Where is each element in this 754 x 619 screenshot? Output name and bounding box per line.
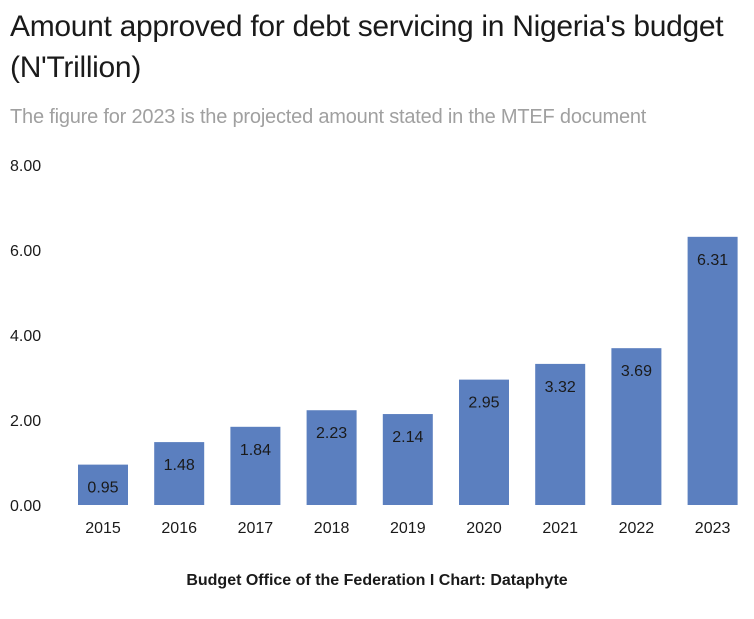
chart-source: Budget Office of the Federation I Chart:…: [186, 572, 568, 589]
x-tick-label: 2023: [695, 520, 731, 537]
x-tick-label: 2015: [85, 520, 121, 537]
x-tick-label: 2021: [542, 520, 578, 537]
x-tick-label: 2019: [390, 520, 426, 537]
bar-value-label: 2.95: [468, 395, 499, 412]
bar: [611, 348, 662, 505]
bar: [154, 442, 205, 505]
bar: [459, 379, 509, 505]
bar: [382, 414, 433, 505]
x-tick-label: 2018: [314, 520, 350, 537]
bar: [306, 410, 357, 505]
bar-value-label: 0.95: [87, 480, 118, 497]
bar-value-label: 1.48: [164, 457, 195, 474]
chart-title: Amount approved for debt servicing in Ni…: [10, 10, 724, 84]
chart-subtitle: The figure for 2023 is the projected amo…: [10, 106, 647, 128]
bar-chart: 0.00 2.00 4.00 6.00 8.00 0.95 1.48 1.84 2.23 2.1…: [10, 158, 738, 537]
bar: [535, 363, 586, 505]
x-axis: 2015 2016 2017 2018 2019 2020 2021 2022 2023: [85, 520, 730, 537]
y-axis: 0.00 2.00 4.00 6.00 8.00: [10, 158, 41, 515]
bar-value-label: 3.69: [621, 363, 652, 380]
y-tick-label: 6.00: [10, 243, 41, 260]
bars: 0.95 1.48 1.84 2.23 2.14 2.95 3.32 3.69 6.31: [78, 236, 738, 505]
y-tick-label: 0.00: [10, 498, 41, 515]
bar-value-label: 6.31: [697, 252, 728, 269]
bar: [230, 426, 281, 505]
bar-value-label: 2.14: [392, 429, 423, 446]
x-tick-label: 2017: [238, 520, 274, 537]
bar-value-label: 2.23: [316, 425, 347, 442]
x-tick-label: 2016: [161, 520, 197, 537]
y-tick-label: 4.00: [10, 328, 41, 345]
bar: [687, 236, 738, 505]
bar-value-label: 3.32: [545, 379, 576, 396]
x-tick-label: 2022: [619, 520, 655, 537]
x-tick-label: 2020: [466, 520, 502, 537]
bar: [78, 464, 128, 505]
bar-value-label: 1.84: [240, 442, 271, 459]
y-tick-label: 2.00: [10, 413, 41, 430]
y-tick-label: 8.00: [10, 158, 41, 175]
